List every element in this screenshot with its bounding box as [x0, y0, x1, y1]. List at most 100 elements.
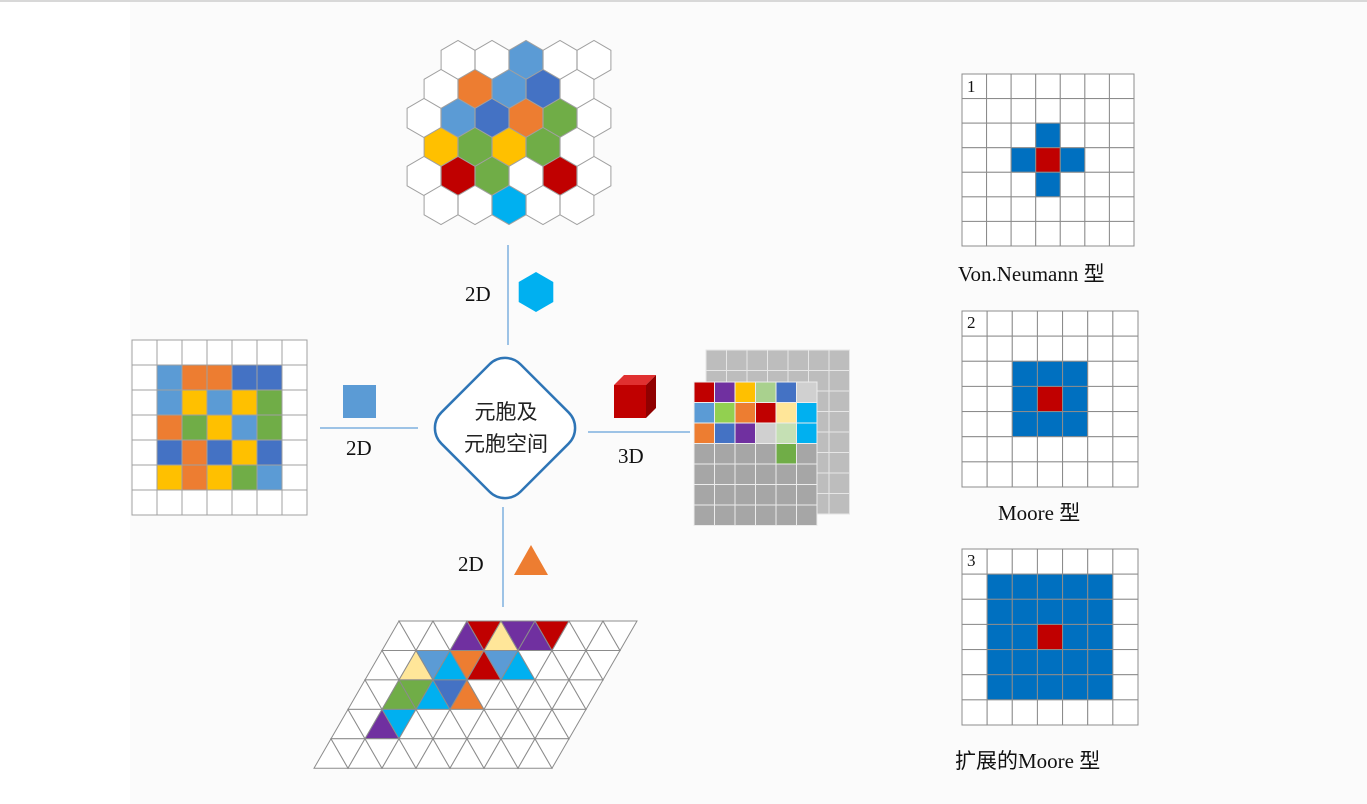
neighborhood-cell [1087, 623, 1114, 651]
neighborhood-cell [1011, 436, 1038, 463]
voxel-front [796, 443, 818, 465]
neighborhood-cell [986, 548, 1013, 575]
square-cell [131, 414, 158, 441]
square-cell [156, 364, 183, 391]
label-left-2d: 2D [346, 436, 372, 460]
voxel-front [755, 381, 777, 403]
neighborhood-cell [986, 573, 1013, 600]
voxel-front [796, 504, 818, 526]
voxel-front [714, 381, 736, 403]
neighborhood-cell [986, 360, 1013, 387]
neighborhood-cell [986, 171, 1012, 198]
neighborhood-cell [1036, 335, 1064, 362]
cube-icon [614, 375, 656, 418]
square-cell [231, 439, 258, 466]
square-cell [256, 389, 283, 416]
neighborhood-cell [961, 98, 988, 124]
neighborhood-cell [1084, 171, 1110, 198]
voxel-front [734, 443, 756, 465]
cube-icon-top [614, 375, 656, 385]
square-cell [206, 489, 233, 516]
neighborhood-cell [1084, 147, 1110, 173]
voxel-front [755, 402, 777, 424]
neighborhood-cell [1112, 598, 1139, 625]
neighborhood-cell [1036, 461, 1064, 488]
neighborhood-cell [986, 699, 1013, 726]
cube-icon-front [614, 385, 646, 418]
voxel-front [775, 504, 797, 526]
neighborhood-cell [1036, 436, 1064, 463]
voxel-front [714, 463, 736, 485]
square-cell [231, 464, 258, 491]
voxel-front [775, 484, 797, 506]
neighborhood-cell [1108, 98, 1135, 124]
square-cell [131, 339, 158, 366]
square-cell [156, 464, 183, 491]
neighborhood-cell [1108, 122, 1135, 149]
voxel-front [734, 402, 756, 424]
neighborhood-cell [1062, 310, 1089, 337]
neighborhood-cell [1035, 147, 1061, 173]
neighborhood-2-number: 2 [967, 313, 976, 332]
square-cell [131, 439, 158, 466]
square-grid [131, 339, 308, 516]
neighborhood-cell [1011, 360, 1038, 387]
square-cell [231, 364, 258, 391]
center-title-line1: 元胞及 [474, 400, 538, 424]
square-cell [281, 389, 308, 416]
voxel-front [755, 422, 777, 444]
neighborhood-cell [986, 122, 1012, 149]
neighborhood-cell [961, 385, 988, 413]
voxel-front [796, 402, 818, 424]
neighborhood-cell [1087, 335, 1114, 362]
neighborhood-cell [1010, 171, 1037, 198]
voxel-front [714, 504, 736, 526]
neighborhood-cell [961, 122, 988, 149]
square-cell [206, 364, 233, 391]
square-cell [281, 339, 308, 366]
square-cell [281, 439, 308, 466]
neighborhood-cell [1084, 98, 1110, 124]
neighborhood-cell [986, 385, 1013, 413]
top-border [0, 0, 1367, 2]
neighborhood-cell [986, 73, 1012, 100]
voxel-front [775, 381, 797, 403]
square-cell [181, 464, 208, 491]
triangle-cell [551, 708, 587, 740]
voxel-front [693, 443, 715, 465]
neighborhood-cell [1035, 171, 1061, 198]
neighborhood-cell [1084, 220, 1110, 247]
neighborhood-cell [1084, 73, 1110, 100]
triangle-icon [514, 545, 548, 575]
voxel-front [755, 504, 777, 526]
neighborhood-cell [1036, 623, 1064, 651]
neighborhood-cell [1087, 674, 1114, 701]
square-cell [206, 389, 233, 416]
neighborhood-cell [1011, 674, 1038, 701]
neighborhood-cell [1112, 573, 1139, 600]
neighborhood-cell [1036, 360, 1064, 387]
neighborhood-cell [1087, 385, 1114, 413]
square-cell [131, 389, 158, 416]
neighborhood-cell [1062, 623, 1089, 651]
triangle-cell [585, 649, 621, 681]
voxel-back [787, 349, 809, 371]
neighborhood-cell [1011, 411, 1038, 438]
voxel-front [714, 443, 736, 465]
neighborhood-cell [1112, 360, 1139, 387]
voxel-front [734, 484, 756, 506]
neighborhood-cell [1112, 411, 1139, 438]
neighborhood-cell [1108, 73, 1135, 100]
neighborhood-cell [1062, 335, 1089, 362]
neighborhood-cell [986, 196, 1012, 222]
voxel-back [726, 349, 748, 371]
neighborhood-cell [1011, 699, 1038, 726]
square-cell [206, 414, 233, 441]
voxel-front [775, 443, 797, 465]
triangle-cell [568, 679, 604, 711]
neighborhood-cell [1112, 649, 1139, 676]
neighborhood-cell [1062, 674, 1089, 701]
neighborhood-cell [1035, 122, 1061, 149]
neighborhood-1-number: 1 [967, 77, 976, 96]
